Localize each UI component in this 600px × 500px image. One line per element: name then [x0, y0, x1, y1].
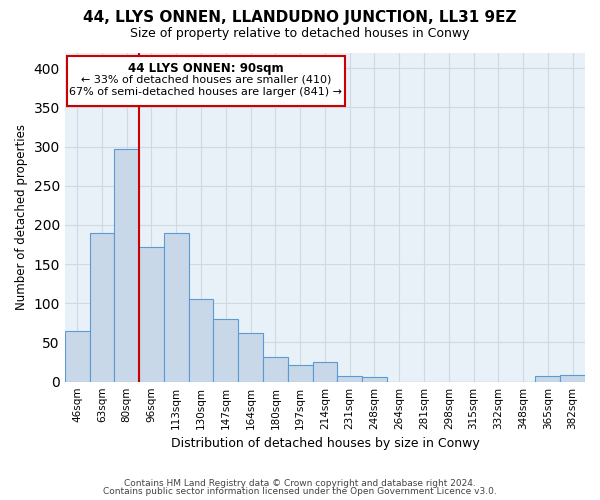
Bar	[560, 376, 585, 382]
X-axis label: Distribution of detached houses by size in Conwy: Distribution of detached houses by size …	[170, 437, 479, 450]
Bar	[115, 149, 139, 382]
Bar	[337, 376, 362, 382]
Bar	[313, 362, 337, 382]
Bar	[238, 333, 263, 382]
Bar	[139, 247, 164, 382]
Text: Size of property relative to detached houses in Conwy: Size of property relative to detached ho…	[130, 28, 470, 40]
Bar	[65, 330, 89, 382]
Bar	[263, 358, 288, 382]
Bar	[188, 298, 214, 382]
Text: 67% of semi-detached houses are larger (841) →: 67% of semi-detached houses are larger (…	[70, 87, 343, 97]
Text: 44 LLYS ONNEN: 90sqm: 44 LLYS ONNEN: 90sqm	[128, 62, 284, 75]
Bar	[214, 319, 238, 382]
Text: ← 33% of detached houses are smaller (410): ← 33% of detached houses are smaller (41…	[81, 74, 331, 85]
Bar	[164, 233, 188, 382]
Text: Contains HM Land Registry data © Crown copyright and database right 2024.: Contains HM Land Registry data © Crown c…	[124, 478, 476, 488]
Bar	[535, 376, 560, 382]
Bar	[288, 365, 313, 382]
Y-axis label: Number of detached properties: Number of detached properties	[15, 124, 28, 310]
Bar	[67, 56, 345, 106]
Bar	[362, 377, 387, 382]
Bar	[89, 233, 115, 382]
Text: 44, LLYS ONNEN, LLANDUDNO JUNCTION, LL31 9EZ: 44, LLYS ONNEN, LLANDUDNO JUNCTION, LL31…	[83, 10, 517, 25]
Text: Contains public sector information licensed under the Open Government Licence v3: Contains public sector information licen…	[103, 487, 497, 496]
